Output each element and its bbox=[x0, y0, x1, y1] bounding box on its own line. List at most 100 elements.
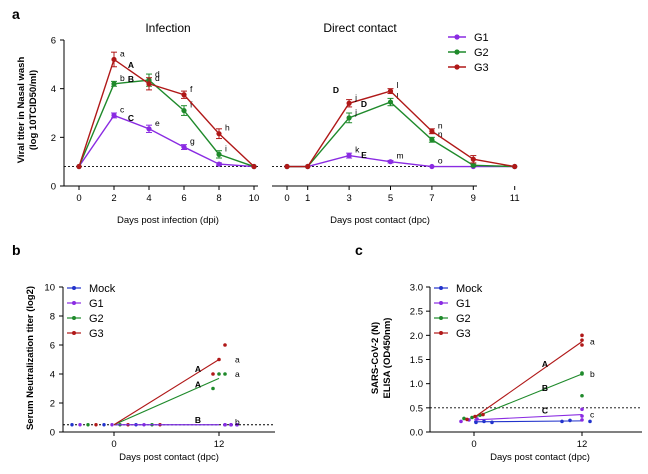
data-point-day0 bbox=[70, 423, 74, 427]
data-point-day0 bbox=[110, 423, 114, 427]
significance-letter: k bbox=[355, 145, 360, 155]
data-point-g1 bbox=[229, 422, 233, 427]
data-point-g1 bbox=[216, 161, 222, 167]
significance-letter: a bbox=[590, 337, 595, 347]
data-point-g3 bbox=[111, 56, 117, 63]
data-point-mock bbox=[560, 419, 564, 424]
legend-label: G1 bbox=[474, 32, 489, 44]
significance-letter: c bbox=[120, 104, 125, 114]
data-point-g3 bbox=[481, 412, 485, 417]
significance-letter: c bbox=[590, 410, 595, 420]
mean-line-g2 bbox=[113, 377, 220, 426]
panel-b-neutralization: Days post contact (dpc) Serum Neutraliza… bbox=[25, 283, 275, 463]
data-point-g3 bbox=[580, 343, 584, 347]
y-tick-label: 1.5 bbox=[410, 355, 423, 366]
significance-letter: a bbox=[235, 369, 240, 379]
y-axis-label: SARS-CoV-2 (N) bbox=[370, 322, 381, 394]
series-line-g2 bbox=[78, 79, 255, 168]
y-tick-label: 10 bbox=[44, 283, 55, 294]
x-tick-label: 0 bbox=[284, 193, 289, 204]
data-point-day0 bbox=[86, 423, 90, 427]
group-annotation: A bbox=[195, 364, 201, 374]
y-tick-label: 4 bbox=[51, 84, 56, 95]
data-point-g3 bbox=[346, 100, 352, 106]
x-axis-label: Days post infection (dpi) bbox=[117, 215, 219, 226]
significance-letter: f bbox=[190, 84, 193, 94]
significance-letter: g bbox=[190, 136, 195, 146]
data-point-g3 bbox=[580, 333, 584, 338]
data-point-g2 bbox=[111, 81, 117, 87]
x-tick-label: 0 bbox=[111, 439, 116, 450]
legend-marker bbox=[72, 331, 76, 335]
data-point-g1 bbox=[429, 163, 435, 170]
x-axis-label: Days post contact (dpc) bbox=[119, 452, 219, 463]
panel-label-a: a bbox=[12, 6, 20, 22]
data-point-g2 bbox=[429, 137, 435, 143]
legend-panel-a: G1 G2 G3 bbox=[448, 32, 489, 74]
significance-letter: b bbox=[120, 73, 125, 83]
data-point-g3 bbox=[465, 417, 469, 422]
data-point-g1 bbox=[346, 152, 352, 159]
series-line-g1 bbox=[78, 114, 255, 168]
panel-a-direct-contact: Direct contact Days post contact (dpc) 0… bbox=[272, 21, 520, 226]
group-annotation: C bbox=[542, 406, 548, 416]
legend-label: G2 bbox=[474, 47, 489, 59]
significance-letter: l bbox=[397, 80, 399, 90]
data-point-g1 bbox=[580, 418, 584, 422]
mean-line-mock bbox=[473, 420, 583, 423]
x-tick-label: 1 bbox=[305, 193, 310, 204]
data-point-g1 bbox=[387, 159, 394, 165]
data-point-g2 bbox=[223, 372, 227, 376]
x-tick-label: 0 bbox=[471, 439, 476, 450]
x-tick-label: 0 bbox=[76, 193, 81, 204]
legend-marker bbox=[439, 331, 443, 335]
significance-letter: a bbox=[235, 355, 240, 365]
significance-letter: h bbox=[225, 123, 230, 133]
data-point-mock bbox=[474, 420, 478, 425]
panel-label-b: b bbox=[12, 242, 21, 258]
data-point-g2 bbox=[181, 107, 187, 114]
x-tick-label: 12 bbox=[577, 439, 588, 450]
legend-marker bbox=[72, 316, 76, 320]
x-tick-label: 3 bbox=[346, 193, 351, 204]
y-tick-label: 2 bbox=[50, 399, 55, 410]
data-point-day0 bbox=[94, 423, 98, 427]
significance-letter: o bbox=[438, 156, 443, 166]
mean-line-g3 bbox=[113, 359, 220, 426]
data-point-g3 bbox=[211, 372, 215, 376]
data-point-g3 bbox=[223, 343, 227, 347]
significance-letter: e bbox=[155, 118, 160, 128]
data-point-g3 bbox=[181, 92, 187, 98]
data-point-g2 bbox=[211, 386, 215, 391]
legend-marker bbox=[439, 316, 443, 320]
mean-line-g2 bbox=[473, 373, 583, 419]
legend-label: G3 bbox=[474, 62, 489, 74]
data-point-g1 bbox=[181, 144, 187, 150]
data-point-g2 bbox=[470, 162, 476, 168]
data-point-g1 bbox=[223, 422, 227, 427]
significance-letter: d bbox=[155, 69, 160, 79]
data-point-g1 bbox=[146, 126, 152, 132]
legend-marker bbox=[72, 286, 76, 290]
significance-letter: j bbox=[354, 107, 357, 117]
data-point-g2 bbox=[217, 372, 221, 376]
series-line-g3 bbox=[78, 58, 255, 168]
y-tick-label: 4 bbox=[50, 370, 55, 381]
data-point-g3 bbox=[284, 163, 290, 170]
data-point-mock bbox=[588, 419, 592, 424]
x-axis-label: Days post contact (dpc) bbox=[490, 452, 590, 463]
data-point-g1 bbox=[235, 422, 239, 427]
group-annotation: D bbox=[333, 85, 339, 95]
y-tick-label: 1.0 bbox=[410, 379, 423, 390]
legend-marker bbox=[454, 64, 460, 70]
y-axis-label: Serum Neutralization titer (log2) bbox=[25, 286, 36, 430]
group-annotation: A bbox=[542, 359, 548, 369]
data-point-g3 bbox=[473, 414, 477, 419]
data-point-g1 bbox=[580, 414, 584, 418]
y-tick-label: 2.0 bbox=[410, 331, 423, 342]
data-point-g2 bbox=[580, 371, 584, 375]
data-point-g2 bbox=[216, 151, 222, 157]
x-tick-label: 7 bbox=[429, 193, 434, 204]
y-tick-label: 0 bbox=[51, 182, 56, 193]
